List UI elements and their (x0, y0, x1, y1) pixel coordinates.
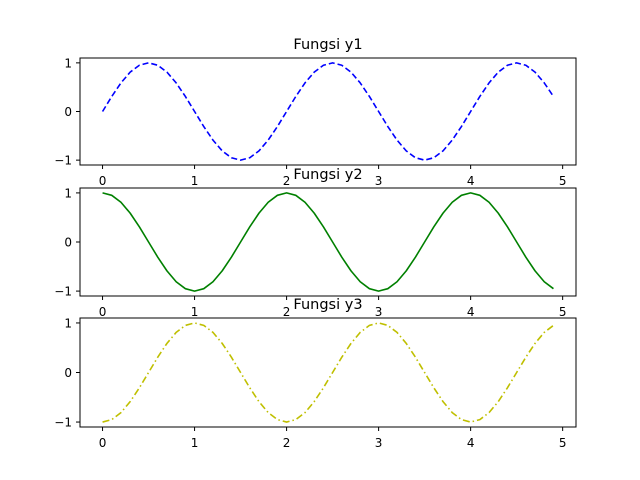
x-tick-label-3-0: 0 (99, 436, 107, 450)
x-tick-label-2-1: 1 (191, 305, 199, 319)
y-tick-label-3-0: 1 (64, 316, 72, 330)
x-tick-label-2-3: 3 (375, 305, 383, 319)
x-tick-label-2-2: 2 (283, 305, 291, 319)
y-tick-label-3-2: −1 (54, 416, 72, 430)
x-tick-label-3-4: 4 (467, 436, 475, 450)
x-tick-label-2-0: 0 (99, 305, 107, 319)
x-tick-label-3-2: 2 (283, 436, 291, 450)
x-tick-label-1-1: 1 (191, 174, 199, 188)
x-tick-label-2-4: 4 (467, 305, 475, 319)
series-line-y1 (101, 62, 555, 161)
y-tick-label-1-0: 1 (64, 56, 72, 70)
x-tick-label-1-4: 4 (467, 174, 475, 188)
x-tick-label-1-2: 2 (283, 174, 291, 188)
x-tick-label-1-5: 5 (559, 174, 567, 188)
y-tick-label-2-0: 1 (64, 186, 72, 200)
series-line-y2 (102, 192, 554, 292)
y-tick-label-3-1: 0 (64, 366, 72, 380)
panel-title-1: Fungsi y1 (293, 37, 362, 53)
x-tick-label-3-5: 5 (559, 436, 567, 450)
series-line-y3 (102, 322, 554, 423)
x-tick-label-3-1: 1 (191, 436, 199, 450)
subplot-2: 0 1 2 3 4 5 1 0 −1 Fungsi y2 (54, 167, 577, 319)
y-tick-label-2-1: 0 (64, 236, 72, 250)
y-tick-label-2-2: −1 (54, 285, 72, 299)
panel-title-3: Fungsi y3 (293, 297, 362, 313)
y-tick-label-1-2: −1 (54, 154, 72, 168)
panel-title-2: Fungsi y2 (293, 167, 362, 183)
y-tick-label-1-1: 0 (64, 105, 72, 119)
subplot-3: 0 1 2 3 4 5 1 0 −1 Fungsi y3 (54, 297, 577, 450)
x-tick-label-1-0: 0 (99, 174, 107, 188)
x-tick-label-2-5: 5 (559, 305, 567, 319)
subplot-1: 0 1 2 3 4 5 1 0 −1 Fungsi y1 (54, 37, 577, 188)
x-tick-label-3-3: 3 (375, 436, 383, 450)
x-tick-label-1-3: 3 (375, 174, 383, 188)
